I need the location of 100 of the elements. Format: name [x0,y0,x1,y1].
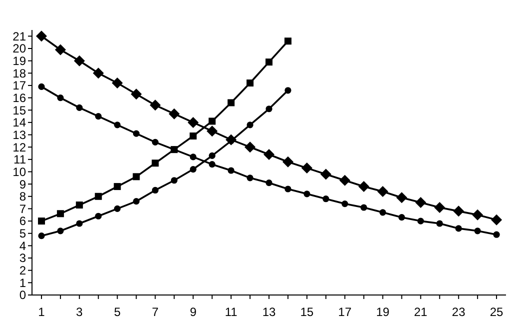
y-tick-label: 10 [12,164,26,179]
point [415,197,426,208]
x-tick-label: 1 [38,305,46,319]
y-tick-label: 9 [19,177,26,192]
point [57,94,64,102]
x-tick-label: 19 [376,305,390,319]
point [95,112,102,120]
point [54,44,66,56]
point [284,38,292,45]
point [208,161,216,168]
y-tick-label: 13 [12,128,26,142]
point [76,220,83,227]
point [94,192,102,200]
point [434,202,446,213]
x-tick-label: 21 [414,305,428,319]
point [56,210,64,218]
point [152,138,159,146]
y-tick-label: 2 [19,264,26,278]
point [264,148,274,160]
y-tick-label: 5 [19,226,26,241]
point [455,225,462,232]
point [208,118,216,125]
x-tick-label: 17 [338,305,352,319]
point [190,166,196,173]
point [246,174,254,182]
point [57,228,64,234]
point [130,88,142,100]
point [228,99,235,106]
point [396,192,408,204]
x-tick-label: 23 [452,305,466,319]
point [150,100,161,111]
point [74,55,85,66]
point [360,204,368,211]
point [208,152,216,160]
x-tick-label: 11 [224,305,238,319]
x-tick-label: 5 [114,305,121,319]
point [398,214,406,221]
point [339,174,350,186]
point [38,218,45,225]
y-tick-label: 1 [19,276,26,290]
point [491,214,502,226]
point [190,132,197,140]
point [453,206,464,217]
point [114,183,121,190]
point [76,104,83,111]
point [282,156,294,168]
point [206,126,218,137]
point [246,122,254,128]
y-tick-label: 18 [12,66,26,80]
point [379,209,386,216]
point [358,181,370,192]
y-tick-label: 19 [12,54,26,68]
y-tick-label: 20 [12,42,26,56]
point [284,87,292,94]
y-tick-label: 3 [19,251,26,266]
y-tick-label: 0 [19,288,26,302]
point [152,160,159,167]
point [228,167,234,174]
point [472,209,484,220]
x-tick-label: 7 [152,305,159,319]
point [266,180,272,186]
point [266,58,272,66]
x-tick-label: 25 [490,305,504,319]
point [170,177,178,184]
point [114,205,121,212]
point [112,78,123,88]
point [493,231,500,238]
y-tick-label: 12 [12,140,26,154]
x-tick-label: 15 [300,305,314,319]
point [246,80,254,86]
point [284,186,292,192]
point [188,116,199,128]
point [114,122,121,128]
point [132,198,140,205]
point [132,130,140,137]
y-tick-label: 6 [19,214,26,228]
point [436,220,443,227]
y-tick-label: 4 [19,238,26,253]
x-tick-label: 3 [76,305,84,319]
point [76,202,83,209]
point [190,154,196,160]
point [304,190,310,198]
point [36,30,47,42]
point [132,173,140,180]
point [322,196,330,202]
y-tick-label: 16 [12,90,26,105]
point [320,168,332,180]
y-tick-label: 15 [12,103,26,118]
point [417,218,424,224]
point [38,83,45,90]
point [301,162,312,174]
y-tick-label: 17 [12,78,26,93]
point [38,232,45,240]
point [92,68,104,79]
point [168,108,180,120]
y-tick-label: 7 [19,202,26,216]
point [266,106,272,112]
y-tick-label: 8 [19,190,26,204]
x-tick-label: 13 [262,305,276,319]
y-tick-label: 11 [14,152,26,167]
